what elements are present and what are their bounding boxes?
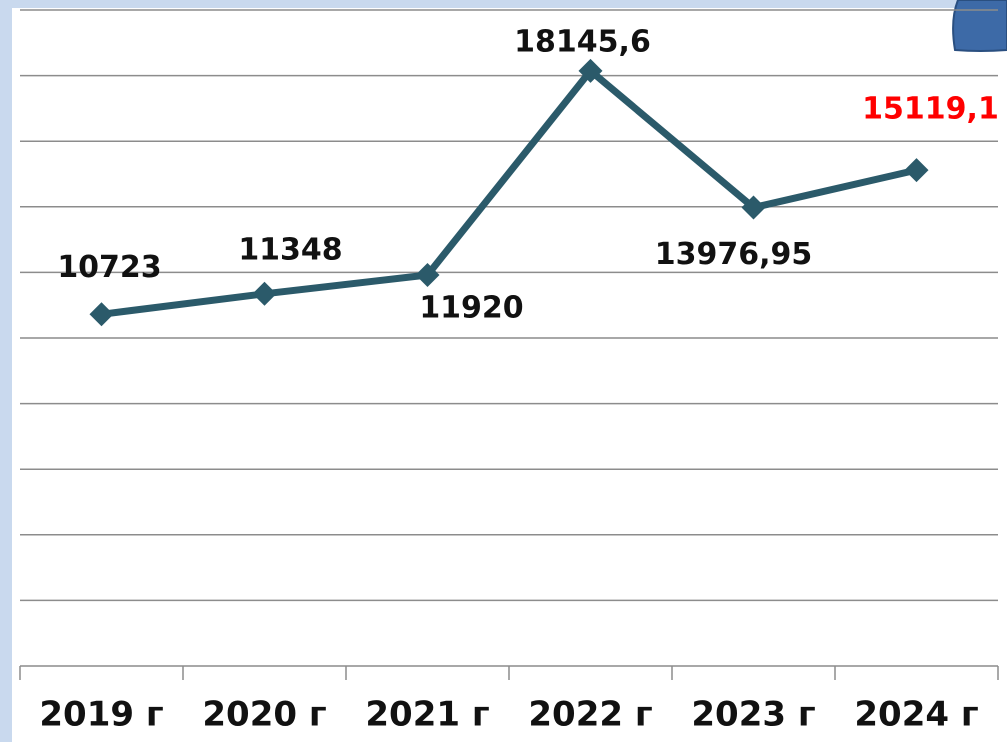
data-point <box>89 302 114 327</box>
left-strip <box>0 0 12 742</box>
series-line <box>101 67 918 318</box>
x-tick-label: 2024 г <box>854 695 978 735</box>
data-point <box>578 58 603 83</box>
data-label: 11920 <box>419 291 523 326</box>
x-tick-label: 2019 г <box>39 695 163 735</box>
data-label: 10723 <box>57 250 161 285</box>
x-tick-label: 2021 г <box>365 695 489 735</box>
data-label: 15119,1 <box>862 92 999 127</box>
data-label: 11348 <box>238 232 342 267</box>
top-strip <box>0 0 1007 8</box>
data-point <box>252 281 277 306</box>
data-point <box>415 263 440 288</box>
data-point <box>741 195 766 220</box>
x-tick-label: 2023 г <box>691 695 815 735</box>
corner-decoration <box>952 0 1007 52</box>
data-label: 13976,95 <box>655 237 813 272</box>
x-tick-label: 2022 г <box>528 695 652 735</box>
data-label: 18145,6 <box>514 24 651 59</box>
x-tick-label: 2020 г <box>202 695 326 735</box>
data-point <box>904 158 929 183</box>
